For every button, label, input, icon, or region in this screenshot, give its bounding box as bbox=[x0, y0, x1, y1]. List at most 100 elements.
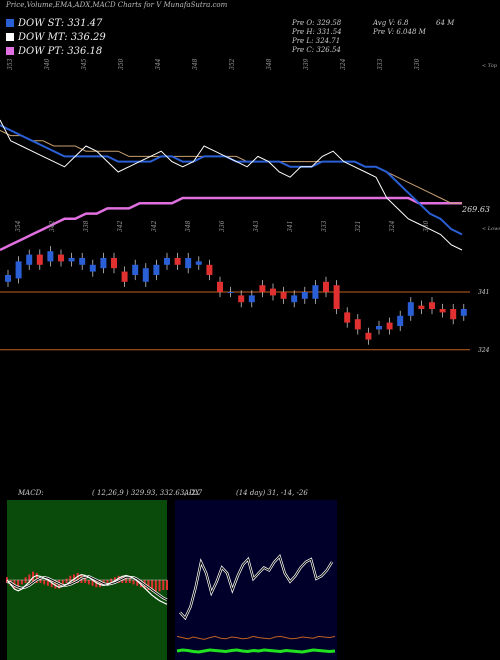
top-label: < Top bbox=[482, 63, 498, 69]
adx-header: ADX bbox=[184, 489, 200, 497]
candle-bear bbox=[121, 271, 128, 282]
low-price-label: 343 bbox=[253, 220, 260, 232]
candle-bull bbox=[5, 275, 11, 282]
candle-bear bbox=[418, 305, 425, 309]
low-price-label: 330 bbox=[423, 220, 430, 232]
candle-bear bbox=[280, 292, 287, 299]
candle-bear bbox=[439, 309, 446, 313]
level-label-high: 341 bbox=[478, 289, 489, 296]
candle-bull bbox=[164, 258, 170, 265]
candle-bull bbox=[248, 295, 255, 303]
legend-label-mt: DOW MT: 336.29 bbox=[18, 32, 106, 43]
candle-bear bbox=[58, 254, 64, 262]
top-price-label: 344 bbox=[155, 58, 162, 70]
legend-swatch-st bbox=[6, 19, 14, 27]
ema-mt-line bbox=[0, 129, 462, 204]
candle-bull bbox=[397, 315, 404, 326]
last-price-label: 269.63 bbox=[461, 205, 490, 214]
candle-bull bbox=[15, 261, 22, 279]
candle-bull bbox=[376, 326, 382, 330]
candle-bull bbox=[407, 302, 414, 316]
ema-pt-line bbox=[0, 196, 462, 252]
low-price-label: 342 bbox=[49, 220, 56, 232]
candle-bull bbox=[153, 264, 160, 275]
low-price-label: 341 bbox=[287, 221, 294, 232]
candle-bear bbox=[365, 332, 372, 340]
candle-bear bbox=[174, 258, 181, 265]
low-price-label: 342 bbox=[151, 220, 158, 232]
candle-bull bbox=[301, 292, 308, 299]
top-price-label: 352 bbox=[229, 58, 236, 70]
low-price-label: 348 bbox=[185, 220, 192, 232]
avg-volume-unit: 64 M bbox=[436, 19, 455, 27]
candle-bear bbox=[217, 281, 223, 292]
top-price-label: 333 bbox=[377, 58, 384, 70]
candle-bull bbox=[100, 258, 107, 269]
minus-di-line bbox=[176, 635, 336, 640]
candle-bull bbox=[195, 261, 202, 265]
adx-values: (14 day) 31, -14, -26 bbox=[236, 489, 308, 497]
top-price-label: 353 bbox=[7, 58, 14, 70]
candle-bull bbox=[68, 258, 75, 262]
adx-panel bbox=[175, 500, 337, 660]
ohlc-low: Pre L: 324.71 bbox=[292, 37, 341, 45]
top-price-label: 348 bbox=[192, 58, 199, 70]
legend-label-st: DOW ST: 331.47 bbox=[18, 18, 103, 29]
candle-bull bbox=[185, 258, 192, 269]
ohlc-high: Pre H: 331.54 bbox=[292, 28, 342, 36]
candle-bear bbox=[354, 319, 361, 330]
candle-bear bbox=[111, 258, 117, 269]
low-price-label: 338 bbox=[83, 220, 90, 232]
low-price-label: 333 bbox=[321, 220, 328, 232]
legend-swatch-pt bbox=[6, 47, 14, 55]
candle-bull bbox=[26, 254, 33, 265]
candle-bull bbox=[132, 264, 139, 275]
candle-bear bbox=[270, 288, 276, 296]
ohlc-open: Pre O: 329.58 bbox=[292, 19, 342, 27]
level-label-low: 324 bbox=[478, 347, 490, 354]
top-price-label: 350 bbox=[118, 58, 125, 70]
top-price-label: 340 bbox=[44, 58, 51, 70]
candle-bull bbox=[460, 309, 467, 316]
candle-bull bbox=[89, 264, 96, 272]
candle-bear bbox=[344, 312, 351, 323]
candle-bear bbox=[323, 281, 329, 292]
top-price-label: 345 bbox=[81, 58, 88, 70]
candle-bear bbox=[206, 264, 213, 275]
candle-bull bbox=[142, 268, 149, 282]
top-price-label: 348 bbox=[266, 58, 273, 70]
low-price-label: 336 bbox=[219, 220, 226, 232]
low-price-label: 354 bbox=[15, 220, 22, 232]
candle-bull bbox=[47, 251, 54, 262]
ohlc-close: Pre C: 326.54 bbox=[292, 46, 341, 54]
legend-dow-pt: DOW PT: 336.18 bbox=[6, 46, 102, 57]
legend-dow-mt: DOW MT: 336.29 bbox=[6, 32, 106, 43]
candle-bear bbox=[259, 285, 266, 292]
candle-bear bbox=[429, 302, 435, 309]
plus-di-line bbox=[176, 648, 336, 654]
avg-volume: Avg V: 6.8 bbox=[373, 19, 409, 27]
low-price-label: 342 bbox=[117, 220, 124, 232]
candle-bull bbox=[291, 295, 298, 303]
legend-swatch-mt bbox=[6, 33, 14, 41]
candle-bull bbox=[79, 258, 86, 265]
top-price-label: 330 bbox=[414, 58, 421, 70]
close-line bbox=[0, 119, 463, 251]
candle-bull bbox=[227, 292, 234, 293]
top-price-label: 339 bbox=[303, 58, 310, 70]
low-price-label: 321 bbox=[355, 221, 362, 232]
top-price-label: 324 bbox=[340, 58, 347, 70]
candle-bear bbox=[333, 285, 340, 309]
low-label: < Lows bbox=[482, 226, 500, 232]
adx-line-inner bbox=[179, 555, 333, 619]
macd-header: MACD: bbox=[18, 489, 44, 497]
candle-bear bbox=[36, 254, 43, 265]
macd-values: ( 12,26,9 ) 329.93, 332.63, -2.7 bbox=[92, 489, 203, 497]
candle-bear bbox=[450, 309, 457, 320]
chart-title: Price,Volume,EMA,ADX,MACD Charts for V M… bbox=[6, 1, 228, 9]
candle-bear bbox=[386, 322, 393, 330]
macd-line bbox=[6, 573, 168, 605]
legend-label-pt: DOW PT: 336.18 bbox=[18, 46, 103, 57]
candle-bear bbox=[238, 295, 245, 303]
